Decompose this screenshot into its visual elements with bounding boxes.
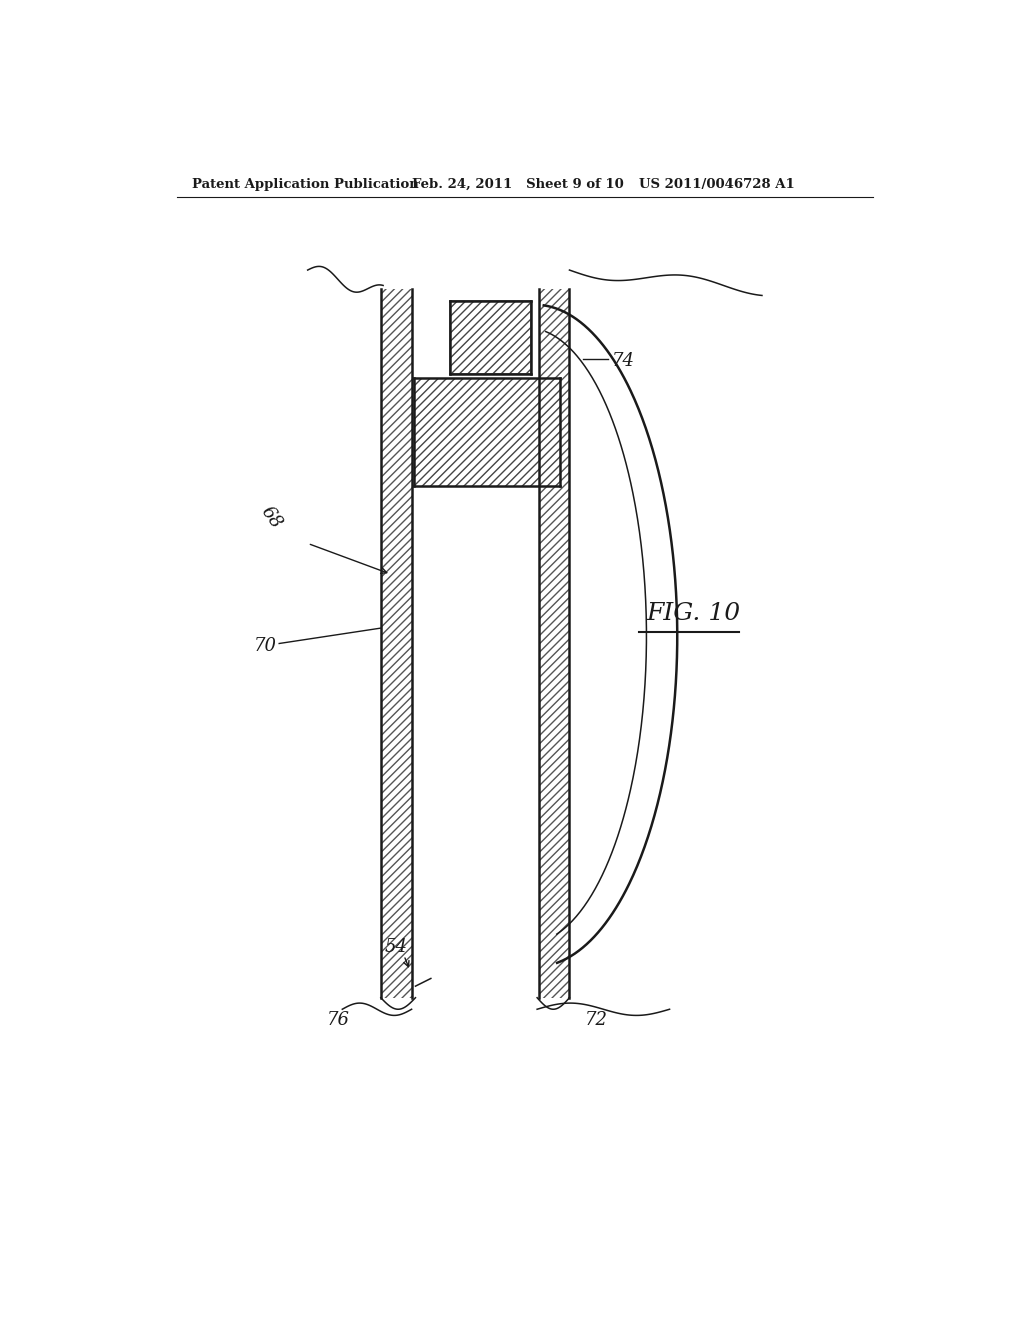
Text: 76: 76 <box>327 1011 350 1028</box>
Text: FIG. 10: FIG. 10 <box>646 602 740 626</box>
Text: 72: 72 <box>585 1011 608 1028</box>
Text: 70: 70 <box>254 638 276 655</box>
Bar <box>381 289 412 998</box>
Bar <box>414 378 560 486</box>
Bar <box>539 289 569 998</box>
Text: 54: 54 <box>385 937 408 956</box>
Bar <box>451 301 531 374</box>
Text: Feb. 24, 2011   Sheet 9 of 10: Feb. 24, 2011 Sheet 9 of 10 <box>412 178 624 191</box>
Text: 74: 74 <box>611 352 635 371</box>
Text: Patent Application Publication: Patent Application Publication <box>193 178 419 191</box>
Text: 68: 68 <box>258 503 286 532</box>
Text: US 2011/0046728 A1: US 2011/0046728 A1 <box>639 178 795 191</box>
